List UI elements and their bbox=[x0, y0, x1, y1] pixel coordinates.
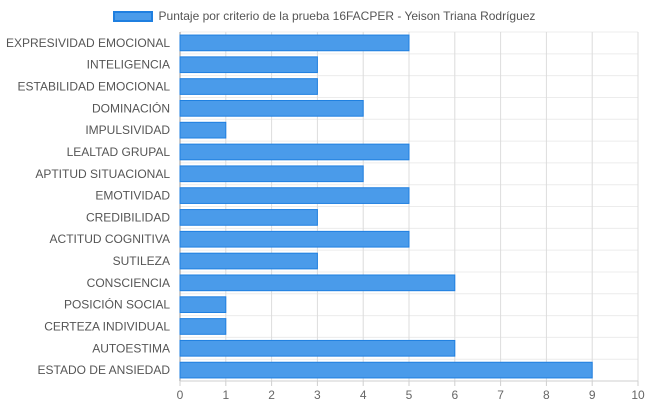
category-label: ESTADO DE ANSIEDAD bbox=[38, 363, 171, 377]
x-tick-label: 1 bbox=[222, 388, 229, 402]
category-label: LEALTAD GRUPAL bbox=[67, 145, 171, 159]
bar[interactable] bbox=[179, 78, 318, 95]
bar[interactable] bbox=[179, 274, 456, 292]
x-tick-label: 10 bbox=[631, 388, 645, 402]
category-label: DOMINACIÓN bbox=[92, 100, 170, 115]
bar[interactable] bbox=[179, 34, 410, 52]
category-label: CONSCIENCIA bbox=[87, 276, 170, 290]
x-tick-label: 9 bbox=[589, 388, 596, 402]
category-label: INTELIGENCIA bbox=[87, 58, 170, 72]
bar[interactable] bbox=[179, 143, 410, 161]
category-label: IMPULSIVIDAD bbox=[85, 123, 170, 137]
bar[interactable] bbox=[179, 56, 318, 74]
legend-swatch bbox=[112, 10, 153, 22]
x-tick-label: 4 bbox=[360, 388, 367, 402]
bar[interactable] bbox=[179, 230, 410, 248]
bar[interactable] bbox=[179, 318, 227, 335]
bar[interactable] bbox=[179, 361, 593, 379]
x-tick-label: 7 bbox=[497, 388, 504, 402]
x-tick-label: 6 bbox=[451, 388, 458, 402]
bar[interactable] bbox=[179, 121, 227, 139]
category-label: EMOTIVIDAD bbox=[95, 189, 170, 203]
bar[interactable] bbox=[179, 296, 227, 314]
category-label: SUTILEZA bbox=[113, 254, 170, 268]
bar[interactable] bbox=[179, 99, 364, 117]
category-label: ACTITUD COGNITIVA bbox=[50, 232, 170, 246]
x-tick-label: 5 bbox=[406, 388, 413, 402]
bar[interactable] bbox=[179, 252, 318, 270]
category-label: ESTABILIDAD EMOCIONAL bbox=[18, 80, 171, 94]
category-label: CREDIBILIDAD bbox=[86, 210, 170, 224]
x-tick-label: 3 bbox=[314, 388, 321, 402]
legend-label: Puntaje por criterio de la prueba 16FACP… bbox=[158, 9, 536, 23]
category-label: POSICIÓN SOCIAL bbox=[64, 297, 170, 312]
category-label: AUTOESTIMA bbox=[92, 341, 170, 355]
x-tick-label: 2 bbox=[268, 388, 275, 402]
bar[interactable] bbox=[179, 209, 318, 226]
bar[interactable] bbox=[179, 339, 456, 357]
category-label: APTITUD SITUACIONAL bbox=[35, 167, 170, 181]
category-label: CERTEZA INDIVIDUAL bbox=[44, 319, 170, 333]
legend[interactable]: Puntaje por criterio de la prueba 16FACP… bbox=[0, 7, 648, 25]
category-label: EXPRESIVIDAD EMOCIONAL bbox=[6, 36, 170, 50]
x-tick-label: 0 bbox=[177, 388, 184, 402]
bar[interactable] bbox=[179, 187, 410, 204]
x-tick-label: 8 bbox=[543, 388, 550, 402]
bar[interactable] bbox=[179, 165, 364, 183]
